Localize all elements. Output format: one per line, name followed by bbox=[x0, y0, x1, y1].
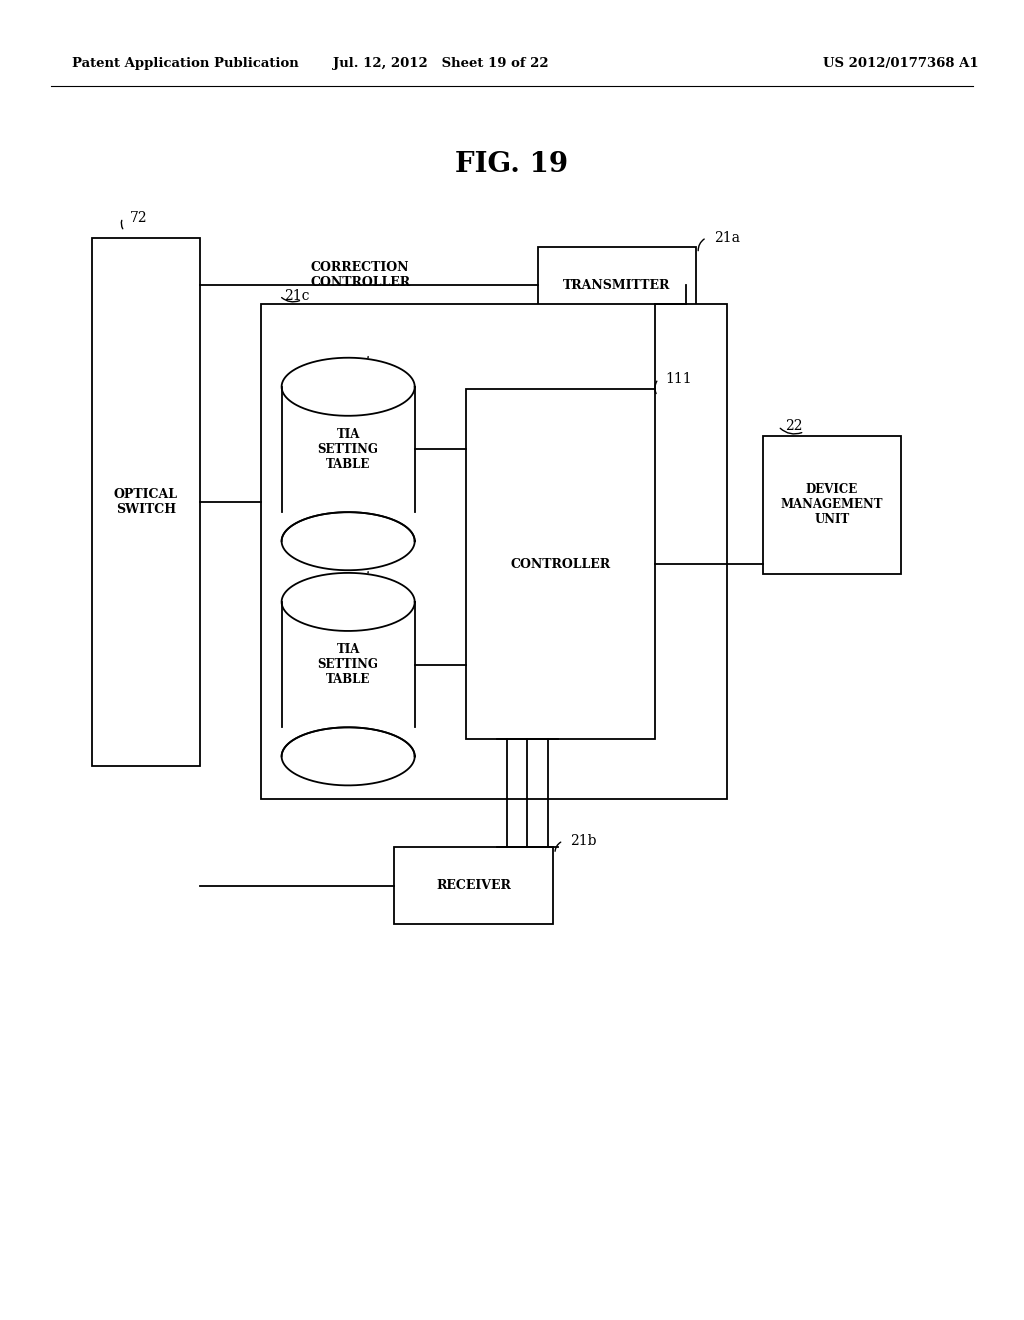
Polygon shape bbox=[282, 387, 415, 512]
Text: 103: 103 bbox=[358, 589, 385, 602]
Bar bbox=[92, 238, 200, 766]
Text: OPTICAL
SWITCH: OPTICAL SWITCH bbox=[114, 487, 178, 516]
Text: DEVICE
MANAGEMENT
UNIT: DEVICE MANAGEMENT UNIT bbox=[780, 483, 884, 527]
Text: 21b: 21b bbox=[570, 834, 597, 847]
Text: 111: 111 bbox=[666, 372, 692, 385]
Text: 102: 102 bbox=[358, 374, 385, 387]
Text: TIA
SETTING
TABLE: TIA SETTING TABLE bbox=[317, 428, 379, 471]
Text: 21a: 21a bbox=[714, 231, 739, 244]
Text: Jul. 12, 2012   Sheet 19 of 22: Jul. 12, 2012 Sheet 19 of 22 bbox=[333, 57, 548, 70]
Bar bbox=[763, 436, 901, 574]
Text: RECEIVER: RECEIVER bbox=[436, 879, 511, 892]
Polygon shape bbox=[282, 573, 415, 631]
Polygon shape bbox=[282, 602, 415, 727]
Text: 22: 22 bbox=[785, 420, 803, 433]
Bar bbox=[466, 389, 655, 739]
Text: US 2012/0177368 A1: US 2012/0177368 A1 bbox=[823, 57, 979, 70]
Text: TIA
SETTING
TABLE: TIA SETTING TABLE bbox=[317, 643, 379, 686]
Text: 21c: 21c bbox=[284, 289, 309, 302]
Polygon shape bbox=[282, 727, 415, 785]
Bar bbox=[538, 247, 696, 323]
Text: FIG. 19: FIG. 19 bbox=[456, 152, 568, 178]
Bar bbox=[394, 847, 553, 924]
Text: TRANSMITTER: TRANSMITTER bbox=[563, 279, 671, 292]
Text: 72: 72 bbox=[130, 211, 147, 224]
Bar bbox=[261, 304, 727, 799]
Polygon shape bbox=[282, 512, 415, 570]
Text: Patent Application Publication: Patent Application Publication bbox=[72, 57, 298, 70]
Text: CONTROLLER: CONTROLLER bbox=[511, 558, 610, 570]
Text: CORRECTION
CONTROLLER: CORRECTION CONTROLLER bbox=[310, 261, 411, 289]
Polygon shape bbox=[282, 358, 415, 416]
